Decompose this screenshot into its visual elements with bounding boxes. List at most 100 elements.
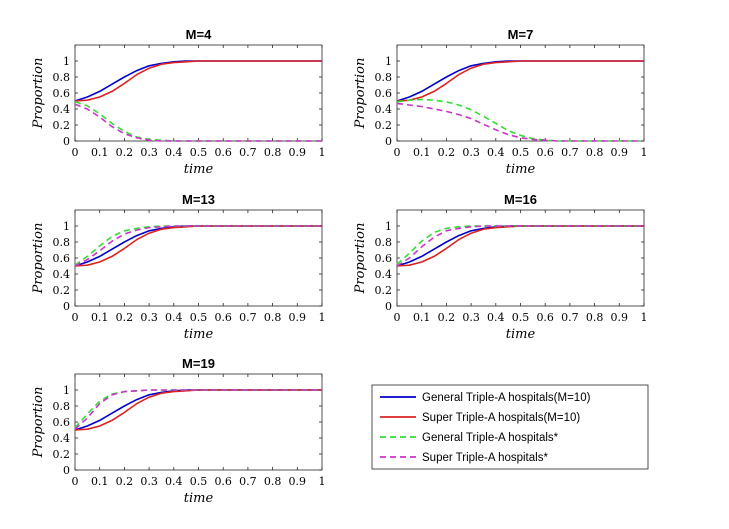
x-tick-label: 0.5 <box>512 311 530 324</box>
chart-panel: M=4 0 0.1 0.2 0.3 0.4 0.5 0.6 0.7 0.8 0.9 1 0 0.2 0.4 0… <box>31 27 326 177</box>
panel-title: M=4 <box>186 27 212 42</box>
x-tick-label: 0.1 <box>91 146 109 159</box>
plot-area <box>396 44 645 142</box>
x-tick-label: 0.5 <box>190 146 208 159</box>
x-tick-label: 0 <box>394 146 401 159</box>
legend-label: General Triple-A hospitals(M=10) <box>422 392 591 404</box>
x-tick-label: 0.2 <box>116 475 134 488</box>
y-tick-label: 0 <box>63 135 70 148</box>
x-tick-label: 0.1 <box>91 311 109 324</box>
x-tick-label: 0 <box>72 311 79 324</box>
x-tick-label: 0.3 <box>140 475 158 488</box>
series-line-super-m10 <box>74 60 322 102</box>
x-tick-label: 0.5 <box>190 475 208 488</box>
panel-title: M=7 <box>508 27 534 42</box>
y-tick-label: 0.8 <box>53 236 71 249</box>
y-axis-label: Proportion <box>31 223 46 295</box>
x-tick-label: 0.6 <box>214 311 232 324</box>
y-tick-label: 0.4 <box>53 103 71 116</box>
y-tick-label: 0.4 <box>375 268 393 281</box>
x-tick-label: 0.8 <box>586 311 604 324</box>
x-tick-label: 0.9 <box>611 311 629 324</box>
x-axis-label: time <box>184 162 214 177</box>
chart-panel: M=7 0 0.1 0.2 0.3 0.4 0.5 0.6 0.7 0.8 0.9 1 0 0.2 0.4 0… <box>353 27 648 177</box>
x-tick-label: 0.5 <box>190 311 208 324</box>
x-tick-label: 0.8 <box>264 311 282 324</box>
x-tick-label: 0.6 <box>214 146 232 159</box>
legend-label: Super Triple-A hospitals* <box>422 452 548 464</box>
series-line-super-m10 <box>396 225 644 267</box>
x-tick-label: 0.9 <box>289 146 307 159</box>
series-line-super-star <box>396 102 644 142</box>
legend-label: General Triple-A hospitals* <box>422 432 559 444</box>
x-tick-label: 0.3 <box>462 146 480 159</box>
legend-label: Super Triple-A hospitals(M=10) <box>422 412 580 424</box>
x-tick-label: 0.4 <box>165 311 183 324</box>
x-tick-label: 0.5 <box>512 146 530 159</box>
x-tick-label: 0 <box>72 146 79 159</box>
panel-title: M=19 <box>182 356 215 371</box>
panel-title: M=13 <box>182 192 215 207</box>
plot-area <box>396 209 645 307</box>
x-tick-label: 0.3 <box>462 311 480 324</box>
y-tick-label: 0.8 <box>53 400 71 413</box>
plot-area <box>74 373 323 471</box>
x-tick-label: 0.8 <box>264 146 282 159</box>
x-tick-label: 0.7 <box>561 311 579 324</box>
x-axis-label: time <box>506 327 536 342</box>
chart-panel: M=13 0 0.1 0.2 0.3 0.4 0.5 0.6 0.7 0.8 0.9 1 0 0.2 0.4… <box>31 192 326 342</box>
x-tick-label: 1 <box>641 311 648 324</box>
y-tick-label: 0 <box>385 135 392 148</box>
x-tick-label: 1 <box>319 146 326 159</box>
series-line-super-m10 <box>396 60 644 102</box>
y-tick-label: 0.4 <box>53 432 71 445</box>
y-tick-label: 0.8 <box>375 71 393 84</box>
y-tick-label: 0 <box>63 300 70 313</box>
series-line-super-star <box>74 225 322 267</box>
x-tick-label: 0.8 <box>264 475 282 488</box>
y-axis-label: Proportion <box>31 58 46 130</box>
y-tick-label: 1 <box>385 220 392 233</box>
y-tick-label: 0.2 <box>375 119 393 132</box>
x-tick-label: 0.1 <box>91 475 109 488</box>
x-tick-label: 0.2 <box>116 311 134 324</box>
x-tick-label: 0.1 <box>413 311 431 324</box>
x-tick-label: 0.3 <box>140 311 158 324</box>
x-tick-label: 1 <box>641 146 648 159</box>
y-tick-label: 0.4 <box>375 103 393 116</box>
y-tick-label: 0 <box>63 464 70 477</box>
y-tick-label: 0.6 <box>375 87 393 100</box>
series-line-super-star <box>74 389 322 430</box>
x-tick-label: 0.2 <box>438 146 456 159</box>
x-axis-label: time <box>184 327 214 342</box>
y-tick-label: 0.6 <box>375 252 393 265</box>
x-axis-label: time <box>184 491 214 506</box>
x-tick-label: 0.6 <box>536 311 554 324</box>
x-axis-label: time <box>506 162 536 177</box>
y-tick-label: 1 <box>385 55 392 68</box>
x-tick-label: 0.7 <box>239 146 257 159</box>
y-tick-label: 0.8 <box>375 236 393 249</box>
x-tick-label: 0.9 <box>289 311 307 324</box>
x-tick-label: 1 <box>319 311 326 324</box>
plot-area <box>74 209 323 307</box>
legend-box <box>371 384 649 470</box>
x-tick-label: 0.7 <box>239 311 257 324</box>
x-tick-label: 0 <box>72 475 79 488</box>
y-tick-label: 1 <box>63 384 70 397</box>
y-tick-label: 0.6 <box>53 87 71 100</box>
chart-panel: M=16 0 0.1 0.2 0.3 0.4 0.5 0.6 0.7 0.8 0.9 1 0 0.2 0.4… <box>353 192 648 342</box>
x-tick-label: 0.9 <box>611 146 629 159</box>
series-line-super-star <box>396 225 644 267</box>
x-tick-label: 0.7 <box>561 146 579 159</box>
x-tick-label: 0.4 <box>487 311 505 324</box>
x-tick-label: 0.6 <box>536 146 554 159</box>
x-tick-label: 0.6 <box>214 475 232 488</box>
y-axis-label: Proportion <box>353 223 368 295</box>
y-tick-label: 0.8 <box>53 71 71 84</box>
y-tick-label: 0.2 <box>53 284 71 297</box>
y-tick-label: 0.6 <box>53 252 71 265</box>
series-line-super-star <box>74 103 322 142</box>
legend: General Triple-A hospitals(M=10) Super Tr… <box>371 384 649 470</box>
